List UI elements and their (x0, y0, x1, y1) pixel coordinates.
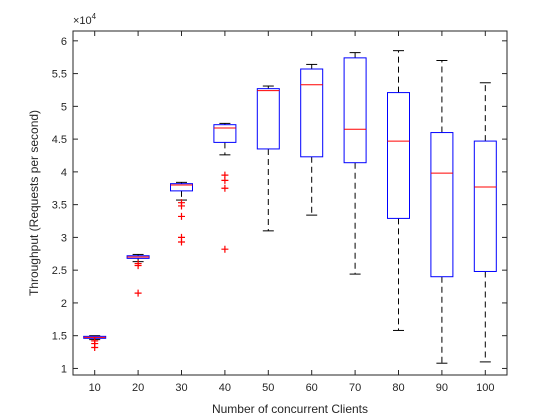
x-tick-label: 80 (392, 382, 404, 394)
box-group-60 (300, 63, 324, 216)
box (387, 92, 410, 219)
box (213, 124, 237, 143)
x-tick-label: 30 (175, 382, 187, 394)
outlier-marker (178, 202, 185, 210)
box-group-80 (387, 50, 410, 331)
x-tick-label: 50 (262, 382, 274, 394)
x-axis-title: Number of concurrent Clients (212, 402, 368, 416)
y-tick-label: 1.5 (52, 331, 67, 343)
outlier-marker (134, 262, 142, 270)
y-tick-label: 4.5 (52, 134, 67, 146)
box (300, 68, 324, 158)
box (473, 140, 497, 272)
box-group-10 (83, 335, 107, 351)
y-tick-label: 5.5 (52, 69, 67, 81)
chart-marks (83, 50, 497, 364)
y-multiplier-exp: 4 (92, 12, 97, 21)
outlier-marker (221, 184, 229, 192)
plot-area (73, 31, 507, 375)
box (430, 132, 454, 278)
outlier-marker (221, 245, 229, 253)
outlier-marker (178, 238, 185, 246)
outlier-marker (91, 337, 99, 345)
y-tick-label: 2.5 (52, 265, 67, 277)
box (256, 88, 280, 150)
x-tick-label: 90 (436, 382, 448, 394)
box (343, 57, 367, 164)
box (170, 183, 193, 192)
outlier-marker (178, 212, 185, 220)
box-group-20 (126, 253, 150, 297)
x-tick-label: 10 (89, 382, 101, 394)
axis-ticks: 1 1.5 2 2.5 3 3.5 4 4.5 5 5.5 6 10 20 30 40 50 60 70 80 90 1… (52, 31, 507, 394)
y-tick-label: 5 (61, 101, 67, 113)
box-group-100 (473, 82, 497, 363)
x-tick-label: 70 (349, 382, 361, 394)
x-tick-label: 60 (306, 382, 318, 394)
y-axis-title: Throughput (Requests per second) (27, 110, 41, 296)
x-tick-label: 20 (132, 382, 144, 394)
y-tick-label: 1 (61, 363, 67, 375)
y-tick-label: 3.5 (52, 200, 67, 212)
y-tick-label: 3 (61, 232, 67, 244)
x-tick-label: 100 (476, 382, 494, 394)
y-multiplier-base: ×10 (73, 15, 92, 27)
x-tick-label: 40 (219, 382, 231, 394)
y-tick-label: 6 (61, 36, 67, 48)
y-multiplier: ×104 (73, 12, 97, 27)
outlier-marker (134, 289, 142, 297)
outlier-marker (221, 176, 229, 184)
box-group-40 (213, 122, 237, 253)
box-group-30 (170, 181, 193, 246)
y-tick-label: 4 (61, 167, 67, 179)
outlier-marker (91, 343, 99, 351)
box-group-50 (256, 85, 280, 232)
plot-frame (72, 30, 508, 376)
box-group-70 (343, 52, 367, 275)
box-group-90 (430, 59, 454, 364)
y-tick-label: 2 (61, 298, 67, 310)
